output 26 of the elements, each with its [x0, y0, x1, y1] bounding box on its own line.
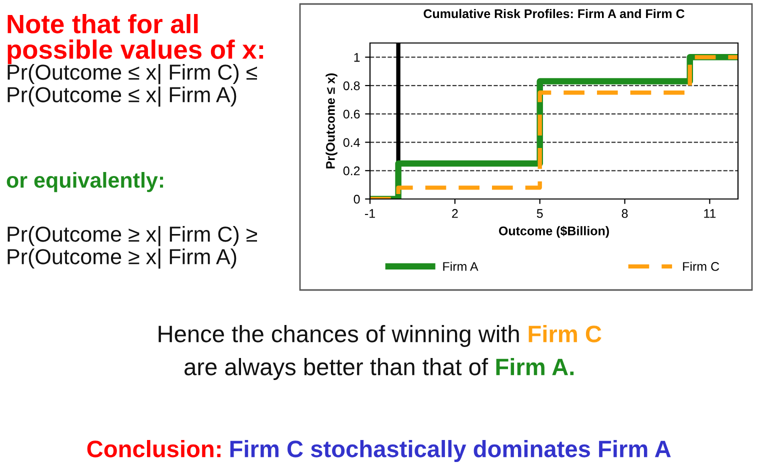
text: Note that for all possible values of x: [8, 14, 264, 64]
y-tick-label: 1 [354, 53, 360, 62]
y-tick-label: 0 [354, 194, 360, 204]
x-tick-label: 2 [452, 209, 458, 218]
legend-label: Firm A [443, 262, 478, 271]
text: Firm A. [496, 358, 574, 376]
x-tick-label: 11 [704, 209, 716, 218]
chart-title: Cumulative Risk Profiles: Firm A and Firm C [424, 8, 684, 18]
x-tick-label: 8 [622, 209, 628, 218]
text: Conclusion: [87, 440, 220, 458]
x-tick-label: -1 [365, 209, 375, 218]
x-axis-title: Outcome ($Billion) [498, 226, 609, 238]
legend-label: Firm C [683, 262, 720, 271]
text: or equivalently: [6, 172, 164, 192]
text: are always better than that of [184, 358, 488, 380]
y-tick-label: 0.8 [343, 81, 360, 90]
text: Pr(Outcome ≤ x| Firm C) ≤ Pr(Outcome ≤ x| Firm A) [8, 64, 258, 107]
y-tick-label: 0.2 [343, 166, 360, 176]
x-tick-label: 5 [536, 209, 543, 218]
text: Hence the chances of winning with [158, 325, 519, 348]
y-tick-label: 0.6 [343, 110, 360, 119]
text: Firm C stochastically dominates Firm A [230, 440, 671, 462]
y-axis-title: Pr(Outcome ≤ x) [326, 73, 338, 168]
y-tick-label: 0.4 [343, 138, 360, 147]
text: Pr(Outcome ≥ x| Firm C) ≥ Pr(Outcome ≥ x| Firm A) [8, 226, 258, 269]
text: Firm C [528, 325, 602, 342]
